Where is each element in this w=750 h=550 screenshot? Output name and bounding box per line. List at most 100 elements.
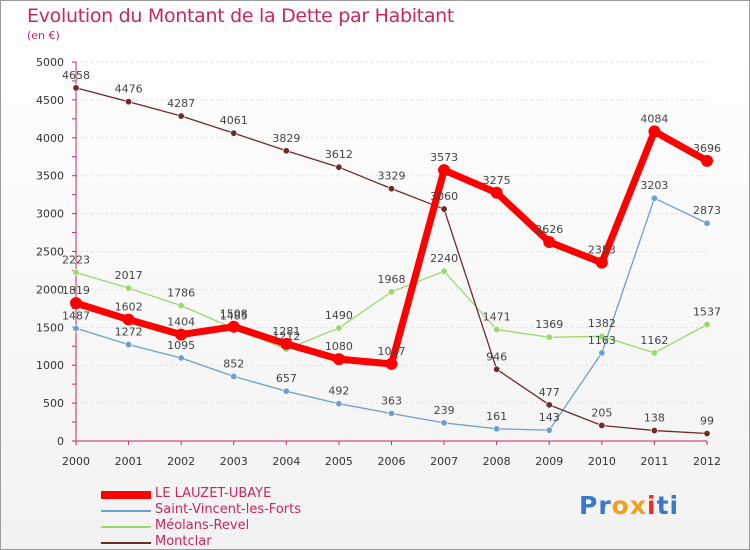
data-label: 161 [486, 410, 507, 423]
y-tick-label: 1500 [36, 321, 64, 334]
x-tick-label: 2008 [483, 455, 511, 468]
x-tick-label: 2012 [693, 455, 721, 468]
data-label: 363 [381, 394, 402, 407]
data-point [70, 297, 82, 310]
y-tick-label: 4000 [36, 132, 64, 145]
data-label: 1382 [588, 317, 616, 330]
data-point [227, 320, 240, 333]
data-label: 852 [223, 357, 244, 370]
data-point [177, 112, 185, 120]
data-label: 1281 [272, 325, 300, 338]
data-point [650, 427, 658, 435]
x-tick-label: 2010 [588, 455, 616, 468]
data-point [177, 302, 185, 310]
x-tick-label: 2006 [378, 455, 406, 468]
data-point [387, 409, 395, 417]
x-tick-label: 2003 [220, 455, 248, 468]
legend-swatch [101, 542, 151, 544]
data-point [125, 341, 133, 349]
y-tick-label: 4500 [36, 94, 64, 107]
data-point [598, 349, 606, 357]
legend-label: Saint-Vincent-les-Forts [155, 502, 301, 517]
data-point [598, 421, 606, 429]
data-label: 477 [539, 386, 560, 399]
data-point [490, 186, 503, 199]
logo-letter: o [611, 491, 630, 520]
data-point [701, 154, 713, 167]
y-tick-label: 2500 [36, 246, 64, 259]
series-line [75, 87, 708, 435]
data-label: 4287 [167, 97, 195, 110]
x-tick-label: 2009 [535, 455, 563, 468]
data-point [72, 324, 80, 332]
data-label: 99 [700, 414, 714, 427]
data-label: 1537 [693, 305, 721, 318]
proxiti-logo: Proxiti [579, 491, 679, 520]
data-point [387, 288, 395, 296]
data-label: 2240 [430, 252, 458, 265]
data-label: 3203 [640, 179, 668, 192]
x-tick-label: 2000 [62, 455, 90, 468]
data-point [595, 256, 608, 269]
y-tick-label: 0 [57, 435, 64, 448]
data-point [125, 98, 133, 106]
data-point [650, 349, 658, 357]
legend-label: Méolans-Revel [155, 518, 250, 533]
data-point [493, 425, 501, 433]
data-label: 2223 [62, 253, 90, 266]
legend-swatch [101, 491, 151, 499]
data-label: 4084 [640, 112, 668, 125]
data-point [648, 125, 661, 138]
data-point [440, 419, 448, 427]
logo-letter: r [598, 491, 612, 520]
x-tick-label: 2001 [115, 455, 143, 468]
data-label: 1485 [220, 309, 248, 322]
data-point [650, 194, 658, 202]
data-label: 138 [644, 412, 665, 425]
legend-swatch [101, 510, 151, 512]
data-label: 4658 [62, 69, 90, 82]
data-point [335, 324, 343, 332]
data-point [175, 328, 188, 341]
y-tick-label: 3500 [36, 170, 64, 183]
chart-title: Evolution du Montant de la Dette par Hab… [27, 5, 455, 27]
data-point [543, 235, 556, 248]
x-tick-label: 2005 [325, 455, 353, 468]
data-label: 2873 [693, 204, 721, 217]
data-label: 1487 [62, 309, 90, 322]
data-point [545, 333, 553, 341]
data-label: 3829 [272, 132, 300, 145]
x-tick-label: 2011 [640, 455, 668, 468]
data-label: 3275 [483, 174, 511, 187]
data-point [335, 163, 343, 171]
data-label: 1212 [272, 330, 300, 343]
data-label: 1404 [167, 316, 195, 329]
data-point [72, 268, 80, 276]
data-point [332, 353, 345, 366]
data-point [335, 400, 343, 408]
data-label: 1017 [378, 345, 406, 358]
data-point [545, 426, 553, 434]
data-point [387, 185, 395, 193]
data-point [72, 84, 80, 92]
data-point [125, 284, 133, 292]
data-label: 1471 [483, 310, 511, 323]
data-label: 1602 [115, 301, 143, 314]
data-point [545, 401, 553, 409]
data-label: 1272 [115, 326, 143, 339]
data-label: 1819 [62, 284, 90, 297]
data-label: 4061 [220, 114, 248, 127]
chart-subtitle: (en €) [27, 29, 60, 42]
data-point [282, 387, 290, 395]
data-point [440, 205, 448, 213]
data-label: 3329 [378, 170, 406, 183]
data-label: 1162 [640, 334, 668, 347]
data-label: 1786 [167, 287, 195, 300]
data-point [282, 147, 290, 155]
data-label: 4476 [115, 83, 143, 96]
data-label: 946 [486, 350, 507, 363]
data-label: 492 [328, 385, 349, 398]
data-point [493, 325, 501, 333]
data-point [703, 219, 711, 227]
